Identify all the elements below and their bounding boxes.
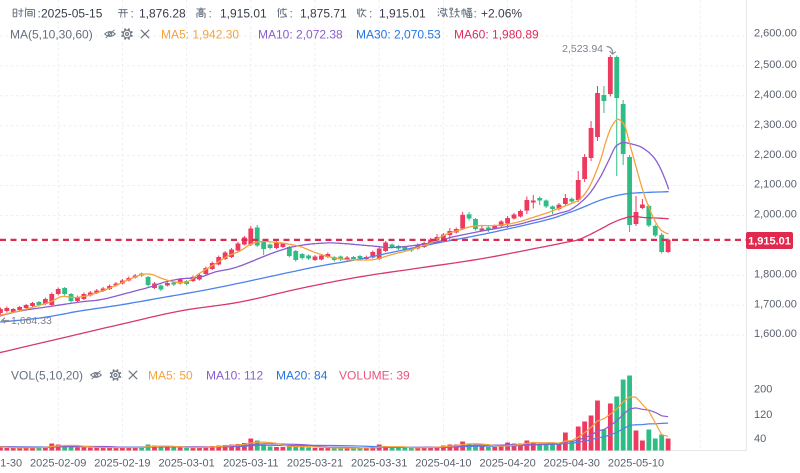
svg-text:MA(5,10,30,60): MA(5,10,30,60) [10,28,93,42]
svg-text:MA20: 84: MA20: 84 [276,369,328,383]
svg-text::: : [369,7,372,21]
svg-text:2025-02-19: 2025-02-19 [94,458,150,470]
svg-text:VOL(5,10,20): VOL(5,10,20) [11,369,83,383]
svg-text:VOLUME: 39: VOLUME: 39 [339,369,410,383]
svg-text:2025-05-10: 2025-05-10 [608,458,664,470]
svg-text:1,915.01: 1,915.01 [220,7,267,21]
svg-text:+2.06%: +2.06% [481,7,522,21]
svg-text:2,200.00: 2,200.00 [754,149,797,161]
svg-text:1,664.33: 1,664.33 [11,315,52,327]
svg-text:2,400.00: 2,400.00 [754,89,797,101]
svg-text:MA30: 2,070.53: MA30: 2,070.53 [356,28,441,42]
svg-text:2,300.00: 2,300.00 [754,119,797,131]
svg-text:1,876.28: 1,876.28 [139,7,186,21]
svg-text:1,915.01: 1,915.01 [748,236,791,248]
svg-text:1,800.00: 1,800.00 [754,268,797,280]
svg-text:MA5: 50: MA5: 50 [148,369,193,383]
svg-text:2,523.94: 2,523.94 [562,43,603,55]
svg-text:MA5: 1,942.30: MA5: 1,942.30 [161,28,239,42]
svg-text:1,875.71: 1,875.71 [300,7,347,21]
svg-text:2025-04-10: 2025-04-10 [415,458,471,470]
svg-text:1,600.00: 1,600.00 [754,328,797,340]
svg-text:2,600.00: 2,600.00 [754,28,797,40]
svg-text:2025-04-20: 2025-04-20 [479,458,535,470]
svg-text:MA60: 1,980.89: MA60: 1,980.89 [454,28,539,42]
svg-text:200: 200 [754,383,772,395]
svg-text:2025-05-15: 2025-05-15 [41,7,103,21]
svg-text:2025-04-30: 2025-04-30 [544,458,600,470]
svg-text:MA10: 112: MA10: 112 [206,369,263,383]
svg-text:2025-02-09: 2025-02-09 [30,458,86,470]
svg-text:2025-03-31: 2025-03-31 [351,458,407,470]
svg-text::: : [209,7,212,21]
svg-text:1,915.01: 1,915.01 [379,7,426,21]
svg-text:2,000.00: 2,000.00 [754,209,797,221]
svg-text::: : [290,7,293,21]
svg-text::: : [474,7,477,21]
svg-text:40: 40 [754,433,766,445]
svg-text:MA10: 2,072.38: MA10: 2,072.38 [258,28,343,42]
svg-text:2025-03-11: 2025-03-11 [223,458,278,470]
svg-text::: : [38,7,41,21]
svg-text:2025-03-01: 2025-03-01 [158,458,214,470]
svg-text:120: 120 [754,409,772,421]
svg-text:2,100.00: 2,100.00 [754,179,797,191]
svg-text:2025-01-30: 2025-01-30 [0,458,22,470]
svg-text:1,700.00: 1,700.00 [754,298,797,310]
svg-text:2025-03-21: 2025-03-21 [287,458,343,470]
svg-text::: : [131,7,134,21]
svg-text:2,500.00: 2,500.00 [754,59,797,71]
